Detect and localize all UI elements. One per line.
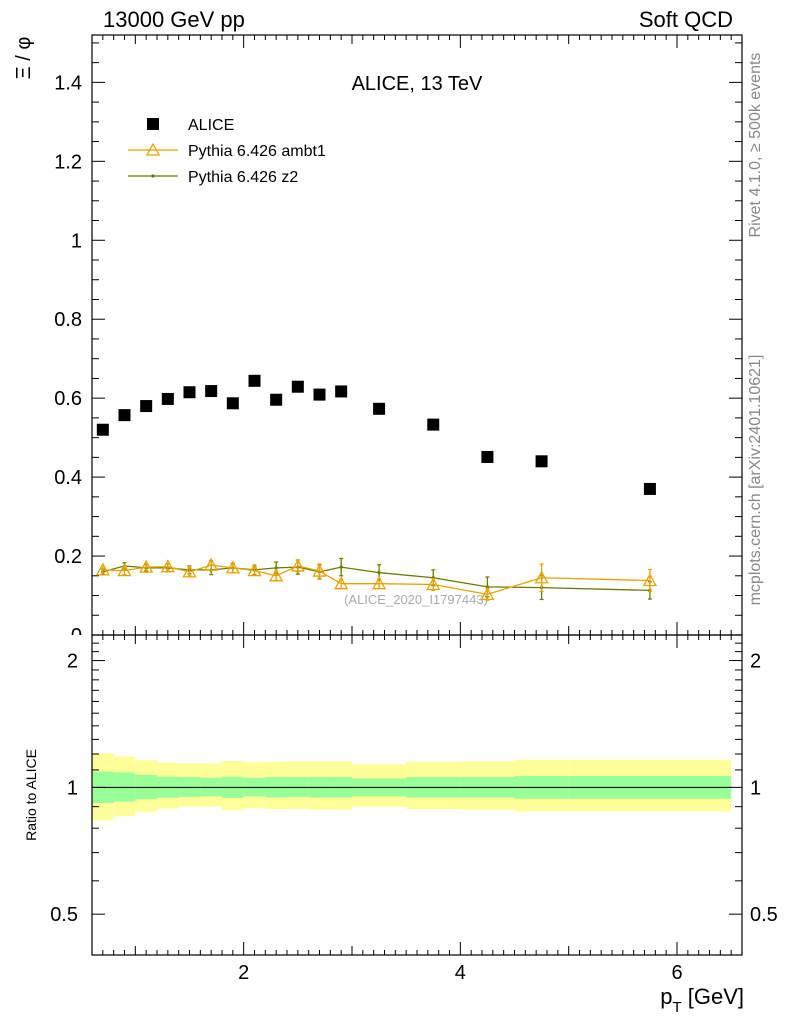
main-y-tick-label: 0.6 (54, 388, 82, 410)
ratio-y-tick-label: 1 (67, 777, 78, 799)
ratio-y-tick-label-right: 0.5 (750, 904, 778, 926)
series-alice-point (205, 385, 218, 398)
series-ambt1-point (95, 562, 110, 576)
series-alice-point (291, 380, 304, 393)
series-ambt1-point (290, 558, 305, 572)
series-ambt1-point (117, 563, 132, 577)
legend: ALICE Pythia 6.426 ambt1 Pythia 6.426 z2 (128, 117, 326, 186)
series-alice-point (226, 397, 239, 410)
series-z2-point (377, 571, 381, 575)
series-ambt1-point (204, 557, 219, 571)
series-ambt1-point (312, 563, 327, 577)
series-ambt1-point (534, 570, 549, 584)
series-ambt1-point (371, 576, 387, 590)
main-panel: ALICE, 13 TeV (ALICE_2020_I1797443) 0.2 0… (13, 34, 743, 647)
series-alice-point (161, 392, 174, 405)
ratio-y-tick-label: 2 (67, 651, 78, 673)
series-alice-point (183, 386, 196, 399)
plot-title: ALICE, 13 TeV (352, 73, 483, 95)
series-ambt1-point (160, 559, 175, 573)
series-ambt1-point (642, 573, 658, 587)
legend-z2-label: Pythia 6.426 z2 (188, 169, 298, 186)
series-z2-point (274, 566, 278, 570)
series-ambt1-point (182, 564, 197, 578)
x-axis-label: pT [GeV] (660, 984, 744, 1016)
main-y-tick-label: 1 (71, 230, 82, 252)
mcplots-reference-label: mcplots.cern.ch [arXiv:2401.10621] (747, 355, 764, 606)
series-alice-point (313, 388, 326, 401)
series-alice-point (481, 450, 494, 463)
x-axis-label-unit: [GeV] (682, 984, 744, 1009)
ratio-y-tick-label: 0.5 (50, 904, 78, 926)
legend-z2-marker (151, 174, 155, 178)
main-y-tick-label: 1.4 (54, 72, 82, 94)
main-y-tick-label: 1.2 (54, 151, 82, 173)
series-alice-point (335, 385, 348, 398)
main-y-tick-label-zero: 0 (71, 625, 82, 647)
series-ambt1-point (225, 560, 240, 574)
series-alice-point (270, 393, 283, 406)
x-tick-label: 6 (671, 962, 682, 984)
series-z2-point (339, 565, 343, 569)
series-alice-point (118, 409, 131, 422)
y-axis-label: Ξ / φ (13, 37, 35, 80)
x-tick-label: 2 (238, 962, 249, 984)
main-y-tick-label: 0.2 (54, 546, 82, 568)
series-alice-point (373, 402, 386, 415)
legend-ambt1-label: Pythia 6.426 ambt1 (188, 143, 326, 160)
x-axis-label-p: p (660, 984, 672, 1009)
series-alice-point (96, 423, 109, 436)
header-collision-label: 13000 GeV pp (103, 7, 245, 32)
header-category-label: Soft QCD (639, 7, 733, 32)
legend-alice-label: ALICE (188, 117, 234, 134)
series-alice-point (248, 374, 261, 387)
series-alice-point (427, 418, 440, 431)
legend-ambt1-marker (145, 142, 161, 156)
series-ambt1-point (269, 568, 284, 582)
x-tick-label: 4 (455, 962, 466, 984)
analysis-watermark: (ALICE_2020_I1797443) (344, 592, 488, 607)
series-alice-point (140, 400, 153, 413)
main-y-tick-label: 0.4 (54, 467, 82, 489)
series-ambt1-point (247, 563, 262, 577)
ratio-panel: 2 4 6 0.5 0.5 1 1 2 2 Ratio to ALICE (23, 634, 778, 984)
series-z2-point (485, 585, 490, 589)
series-ambt1-point (480, 586, 495, 600)
series-alice-point (535, 455, 548, 468)
series-ambt1-point (426, 577, 441, 591)
ratio-y-tick-label-right: 2 (750, 651, 761, 673)
x-axis-label-subscript: T (672, 999, 681, 1016)
main-y-tick-label: 0.8 (54, 309, 82, 331)
series-ambt1-point (139, 559, 154, 573)
ratio-axis-label: Ratio to ALICE (23, 749, 39, 841)
legend-alice-marker (147, 118, 159, 130)
rivet-version-label: Rivet 4.1.0, ≥ 500k events (747, 53, 764, 238)
series-alice-point (643, 482, 656, 495)
series-ambt1-point (334, 576, 349, 590)
ratio-y-tick-label-right: 1 (750, 777, 761, 799)
